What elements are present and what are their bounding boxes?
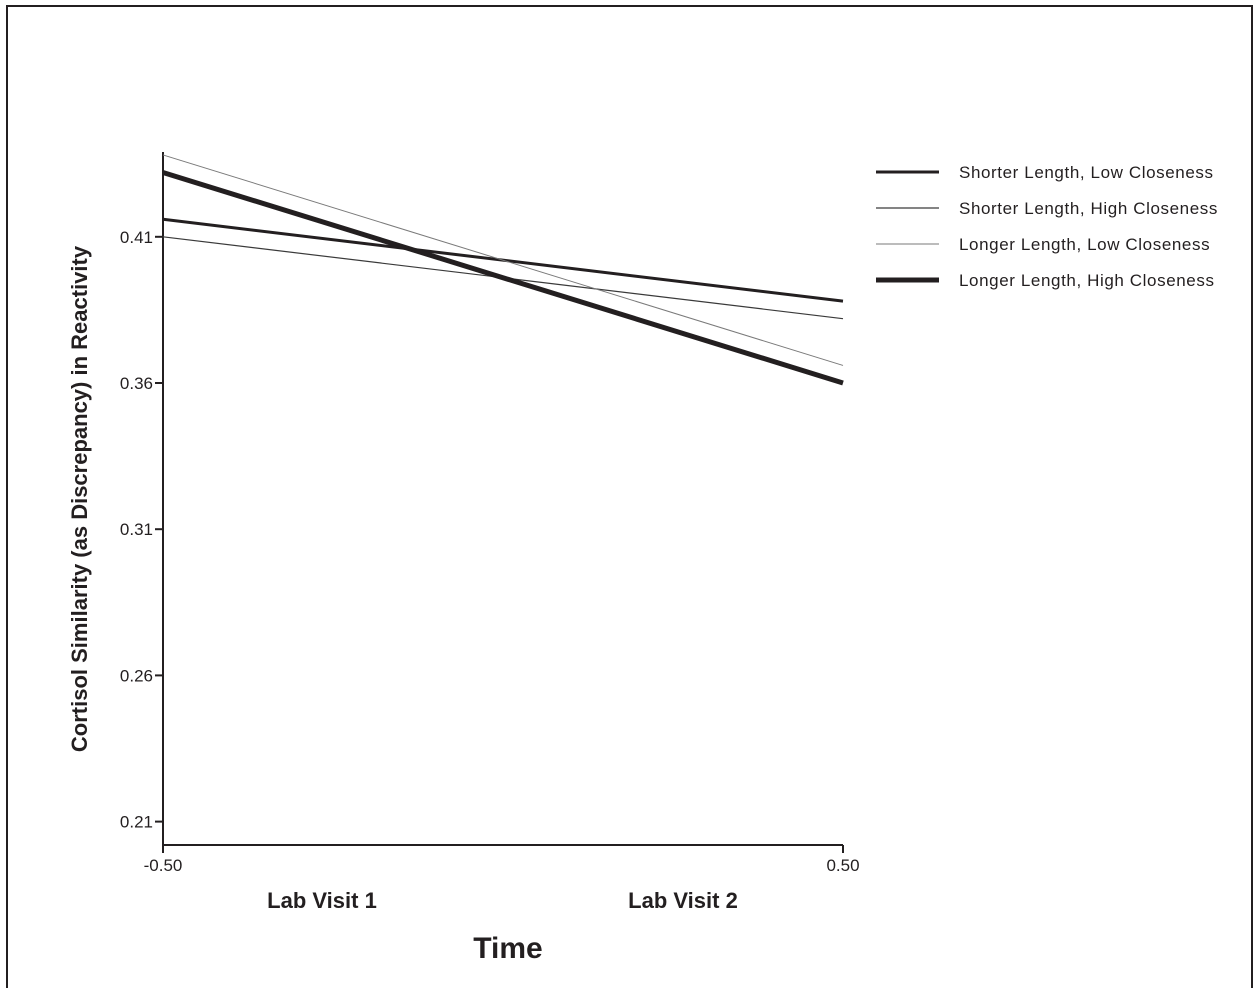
legend-label-2: Shorter Length, High Closeness — [959, 199, 1218, 218]
legend-label-3: Longer Length, Low Closeness — [959, 235, 1210, 254]
y-tick-label: 0.41 — [120, 228, 153, 247]
x-ticks: -0.50 0.50 — [144, 845, 860, 875]
y-tick-label: 0.31 — [120, 520, 153, 539]
chart-figure — [6, 5, 1253, 988]
y-tick-label: 0.26 — [120, 666, 153, 685]
legend-label-1: Shorter Length, Low Closeness — [959, 163, 1214, 182]
x-tick-label: -0.50 — [144, 856, 183, 875]
category-labels: Lab Visit 1 Lab Visit 2 — [267, 888, 738, 913]
y-tick-label: 0.36 — [120, 374, 153, 393]
axes — [162, 152, 843, 846]
legend: Shorter Length, Low Closeness Shorter Len… — [876, 163, 1218, 290]
y-axis-title: Cortisol Similarity (as Discrepancy) in … — [67, 245, 92, 752]
x-axis-title: Time — [473, 932, 542, 965]
y-ticks: 0.41 0.36 0.31 0.26 0.21 — [120, 228, 163, 832]
y-tick-label: 0.21 — [120, 813, 153, 832]
x-tick-label: 0.50 — [826, 856, 859, 875]
series-lines — [162, 154, 844, 386]
category-label-visit1: Lab Visit 1 — [267, 888, 377, 913]
legend-label-4: Longer Length, High Closeness — [959, 271, 1215, 290]
category-label-visit2: Lab Visit 2 — [628, 888, 738, 913]
series-line-3 — [162, 154, 844, 366]
series-line-4 — [162, 170, 844, 386]
